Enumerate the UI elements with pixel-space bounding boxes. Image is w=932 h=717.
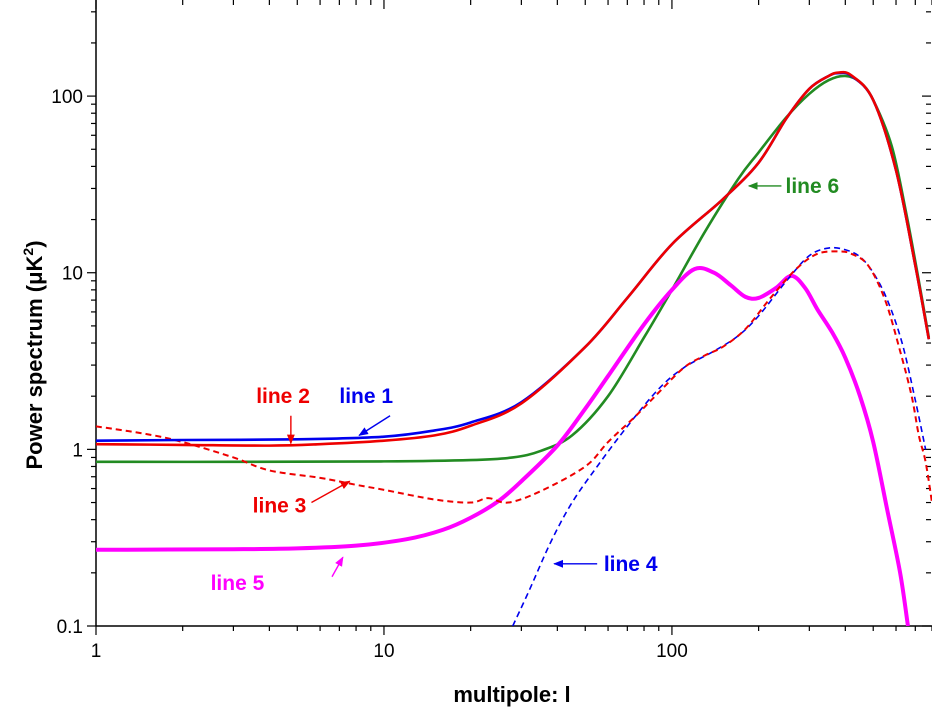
annotation-label-line-4: line 4 [604, 553, 658, 576]
y-axis-title: Power spectrum (μK2) [20, 240, 47, 469]
annotation-arrow-line-1 [358, 415, 391, 436]
annotation-label-line-1: line 1 [339, 385, 393, 408]
plot-frame [95, 0, 932, 627]
y-axis-title-superscript: 2 [20, 248, 36, 256]
y-tick-label: 0.1 [57, 617, 83, 638]
series-line-5 [96, 265, 910, 626]
y-tick-label: 100 [51, 87, 83, 108]
annotation-arrow-line-3 [311, 480, 351, 504]
series-line-3 [96, 250, 932, 504]
annotation-label-line-5: line 5 [211, 572, 265, 595]
y-axis-title-main: Power spectrum (μK [22, 255, 47, 469]
y-axis-ticks: 0.1 1 10 100 [51, 11, 931, 638]
x-tick-label: 100 [656, 641, 688, 662]
series-layer [96, 70, 932, 626]
x-axis-ticks: 1 10 100 [91, 0, 932, 662]
annotation-layer: line 1 line 2 line 3 line 4 line 5 line 6 [211, 175, 840, 595]
annotation-arrow-line-5 [331, 556, 344, 578]
x-tick-label: 10 [373, 641, 394, 662]
series-line-4 [512, 246, 927, 626]
annotation-label-line-2: line 2 [256, 385, 310, 408]
annotation-label-line-3: line 3 [253, 495, 307, 518]
series-line-1 [96, 71, 931, 442]
series-line-2 [96, 70, 931, 447]
y-tick-label: 1 [72, 440, 83, 461]
y-axis-title-close: ) [22, 240, 47, 247]
x-tick-label: 1 [91, 641, 102, 662]
series-line-6 [96, 74, 931, 464]
annotation-label-line-6: line 6 [786, 175, 840, 198]
y-tick-label: 10 [62, 264, 83, 285]
x-axis-title: multipole: l [453, 682, 570, 707]
